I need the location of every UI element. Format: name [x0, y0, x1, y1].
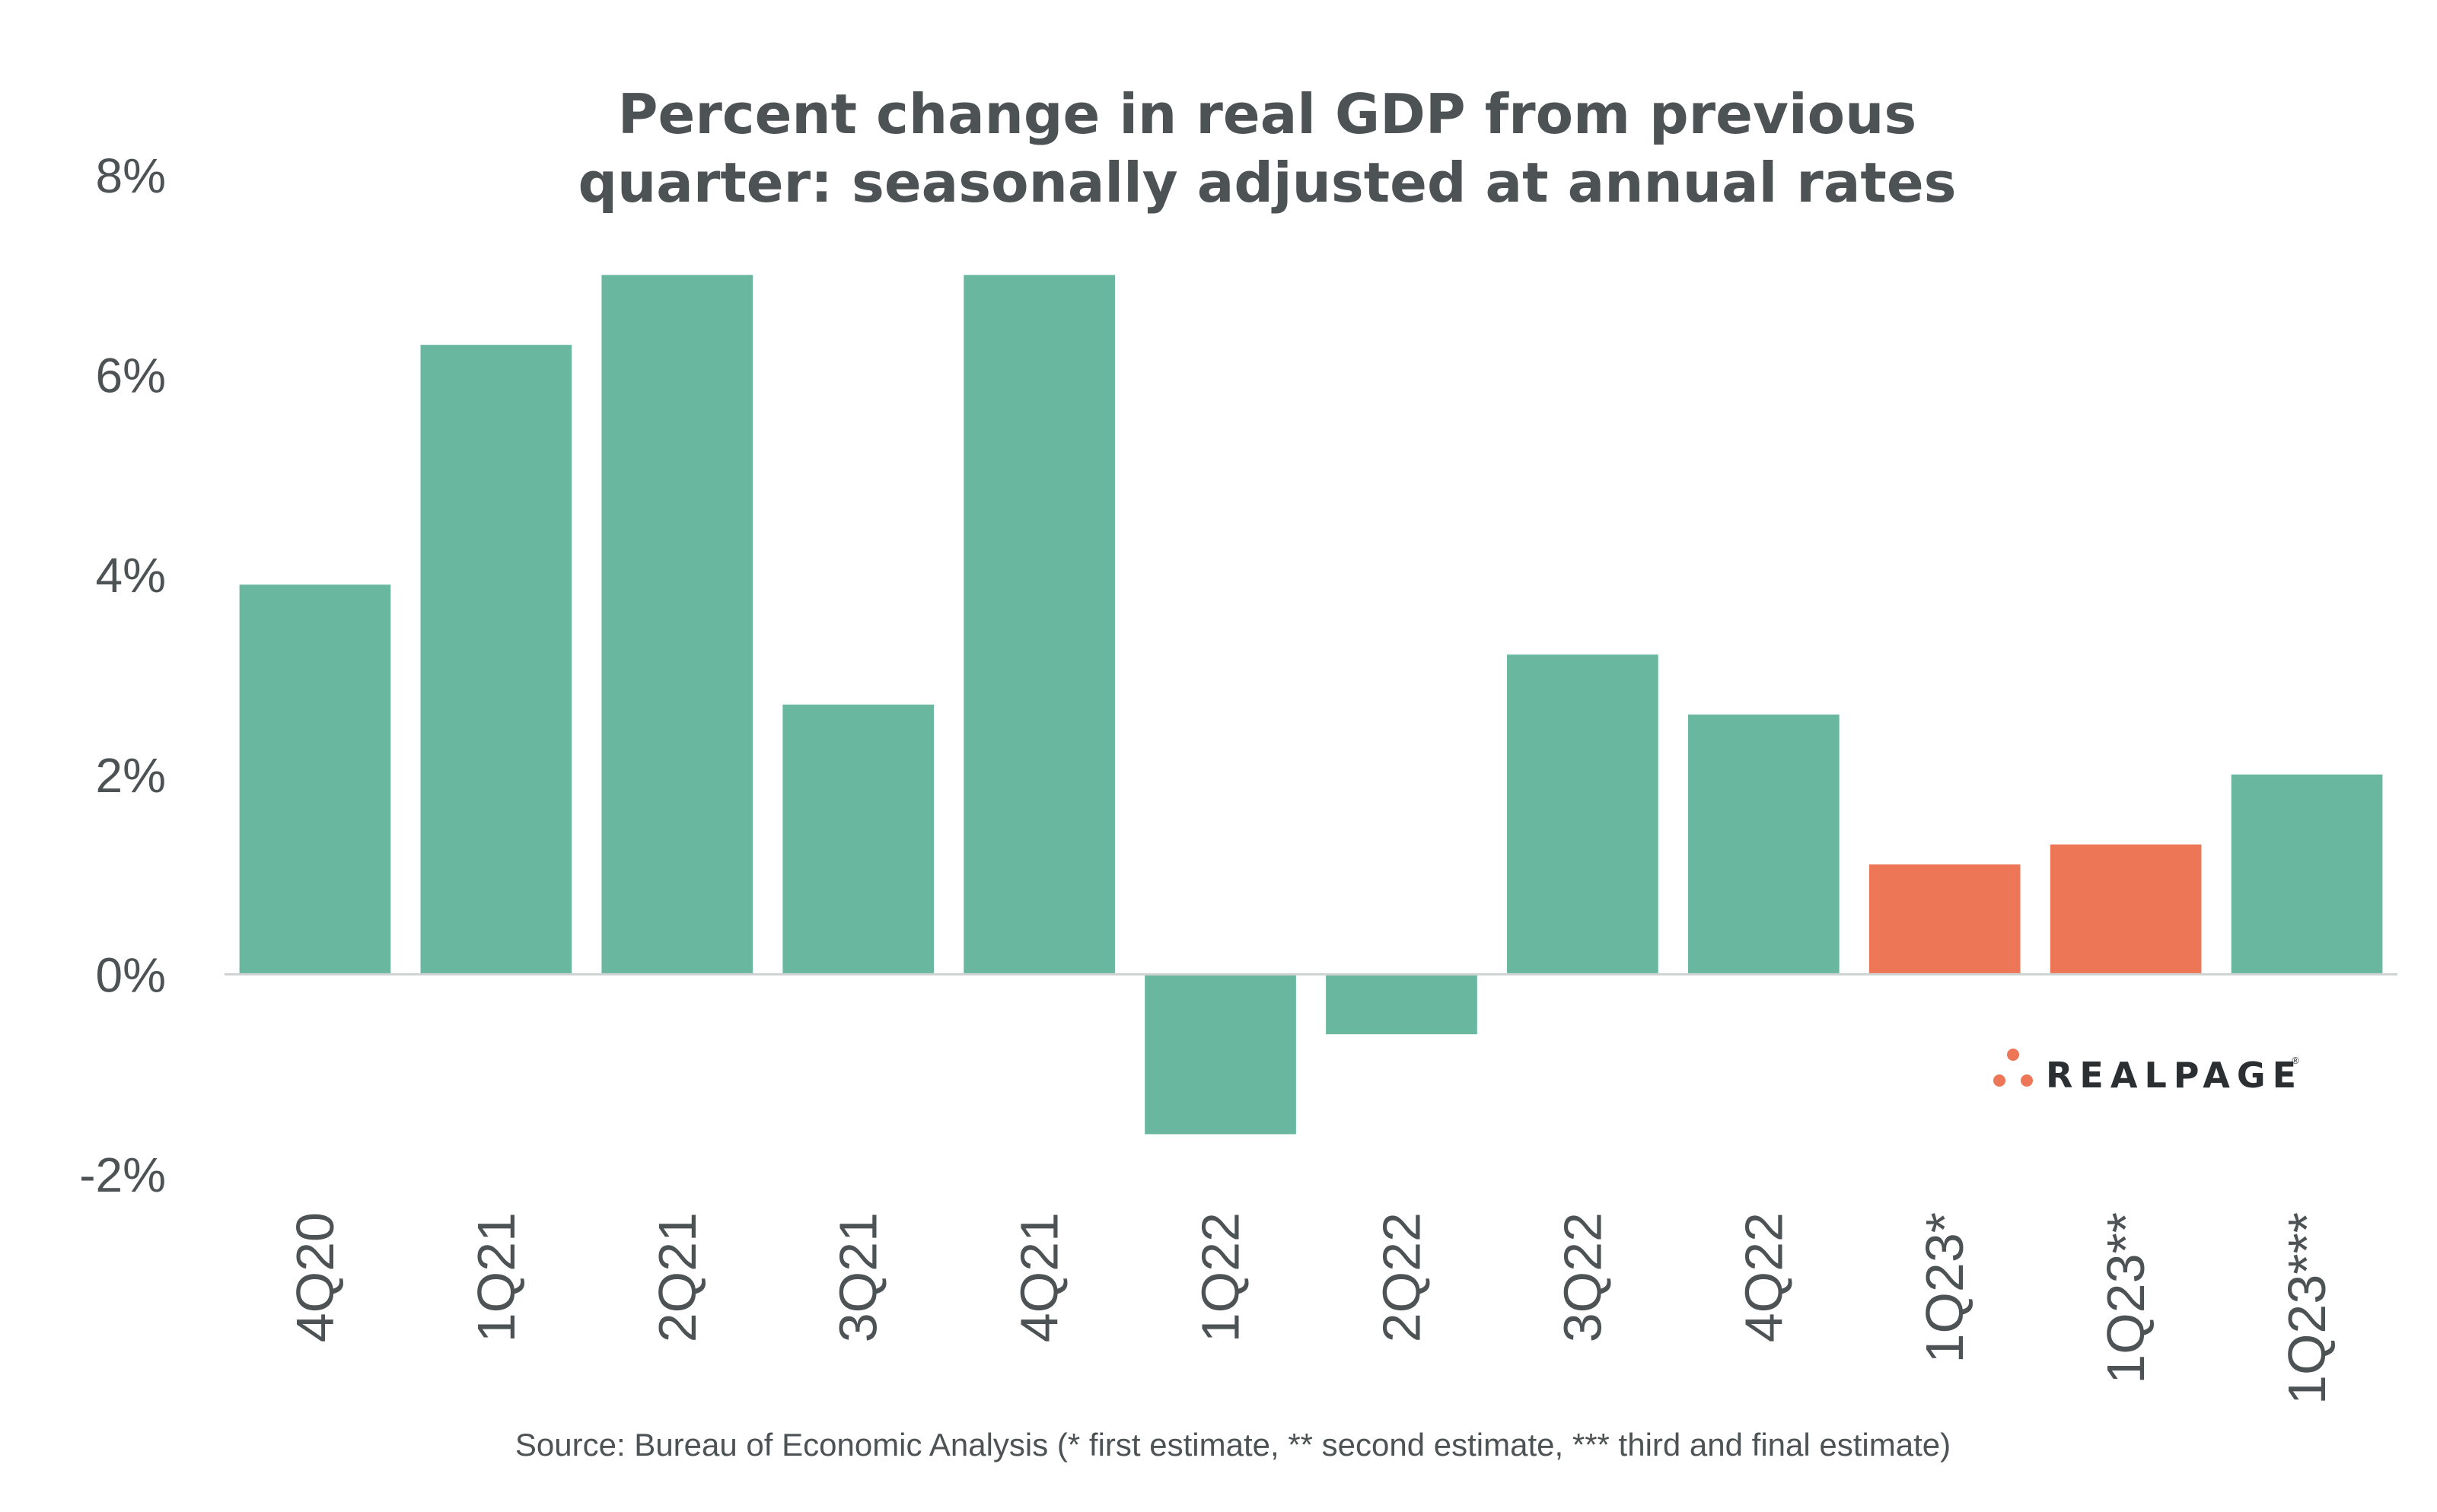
x-axis-tick-labels: 4Q20 1Q21 2Q21 3Q21 4Q21 1Q22 2Q22 3Q22 4Q22 1Q23… [285, 1212, 2337, 1405]
y-tick-label: 6% [96, 349, 167, 403]
bar-1q22 [1145, 974, 1296, 1135]
x-tick-label: 4Q21 [1010, 1212, 1069, 1342]
bar-4q22 [1687, 715, 1840, 975]
bar-2q21 [601, 275, 753, 975]
y-tick-label: 0% [96, 947, 167, 1002]
logo-wordmark: REALPAGE [2046, 1055, 2303, 1096]
chart-title-line-1: Percent change in real GDP from previous [618, 82, 1916, 146]
chart-title-line-2: quarter: seasonally adjusted at annual r… [578, 151, 1956, 215]
bar-1q23s [1868, 864, 2021, 975]
bar-4q20 [239, 584, 391, 975]
y-tick-label: 8% [96, 148, 167, 203]
x-tick-label: 1Q22 [1191, 1212, 1250, 1342]
x-tick-label: 3Q22 [1553, 1212, 1612, 1342]
x-tick-label: 2Q21 [648, 1212, 707, 1342]
bar-1q23sss [2231, 774, 2383, 975]
source-note: Source: Bureau of Economic Analysis (* f… [515, 1427, 1951, 1463]
x-tick-label: 2Q22 [1371, 1212, 1431, 1342]
x-tick-label: 4Q20 [285, 1212, 345, 1342]
bar-3q22 [1507, 654, 1658, 975]
x-tick-label: 1Q23*** [2277, 1212, 2337, 1405]
bar-1q23ss [2050, 844, 2202, 975]
x-tick-label: 1Q23* [1915, 1212, 1974, 1363]
bar-1q21 [420, 345, 572, 975]
x-tick-label: 1Q23** [2096, 1212, 2155, 1384]
y-tick-label: 4% [96, 548, 167, 603]
logo-dot-top [2007, 1049, 2019, 1061]
y-tick-label: -2% [79, 1148, 166, 1202]
bar-4q21 [964, 275, 1115, 975]
realpage-logo: REALPAGE ® [1993, 1049, 2303, 1096]
logo-trademark: ® [2291, 1055, 2300, 1066]
y-tick-label: 2% [96, 748, 167, 803]
logo-dot-left [1993, 1074, 2005, 1087]
bar-series [239, 275, 2383, 1135]
x-tick-label: 4Q22 [1734, 1212, 1793, 1342]
bar-3q21 [782, 704, 935, 975]
x-tick-label: 3Q21 [829, 1212, 888, 1342]
y-axis-tick-labels: -2% 0% 2% 4% 6% 8% [79, 148, 166, 1202]
chart-title: Percent change in real GDP from previous… [578, 82, 1956, 215]
bar-2q22 [1326, 974, 1477, 1035]
x-tick-label: 1Q21 [467, 1212, 526, 1342]
logo-dot-right [2021, 1074, 2033, 1087]
